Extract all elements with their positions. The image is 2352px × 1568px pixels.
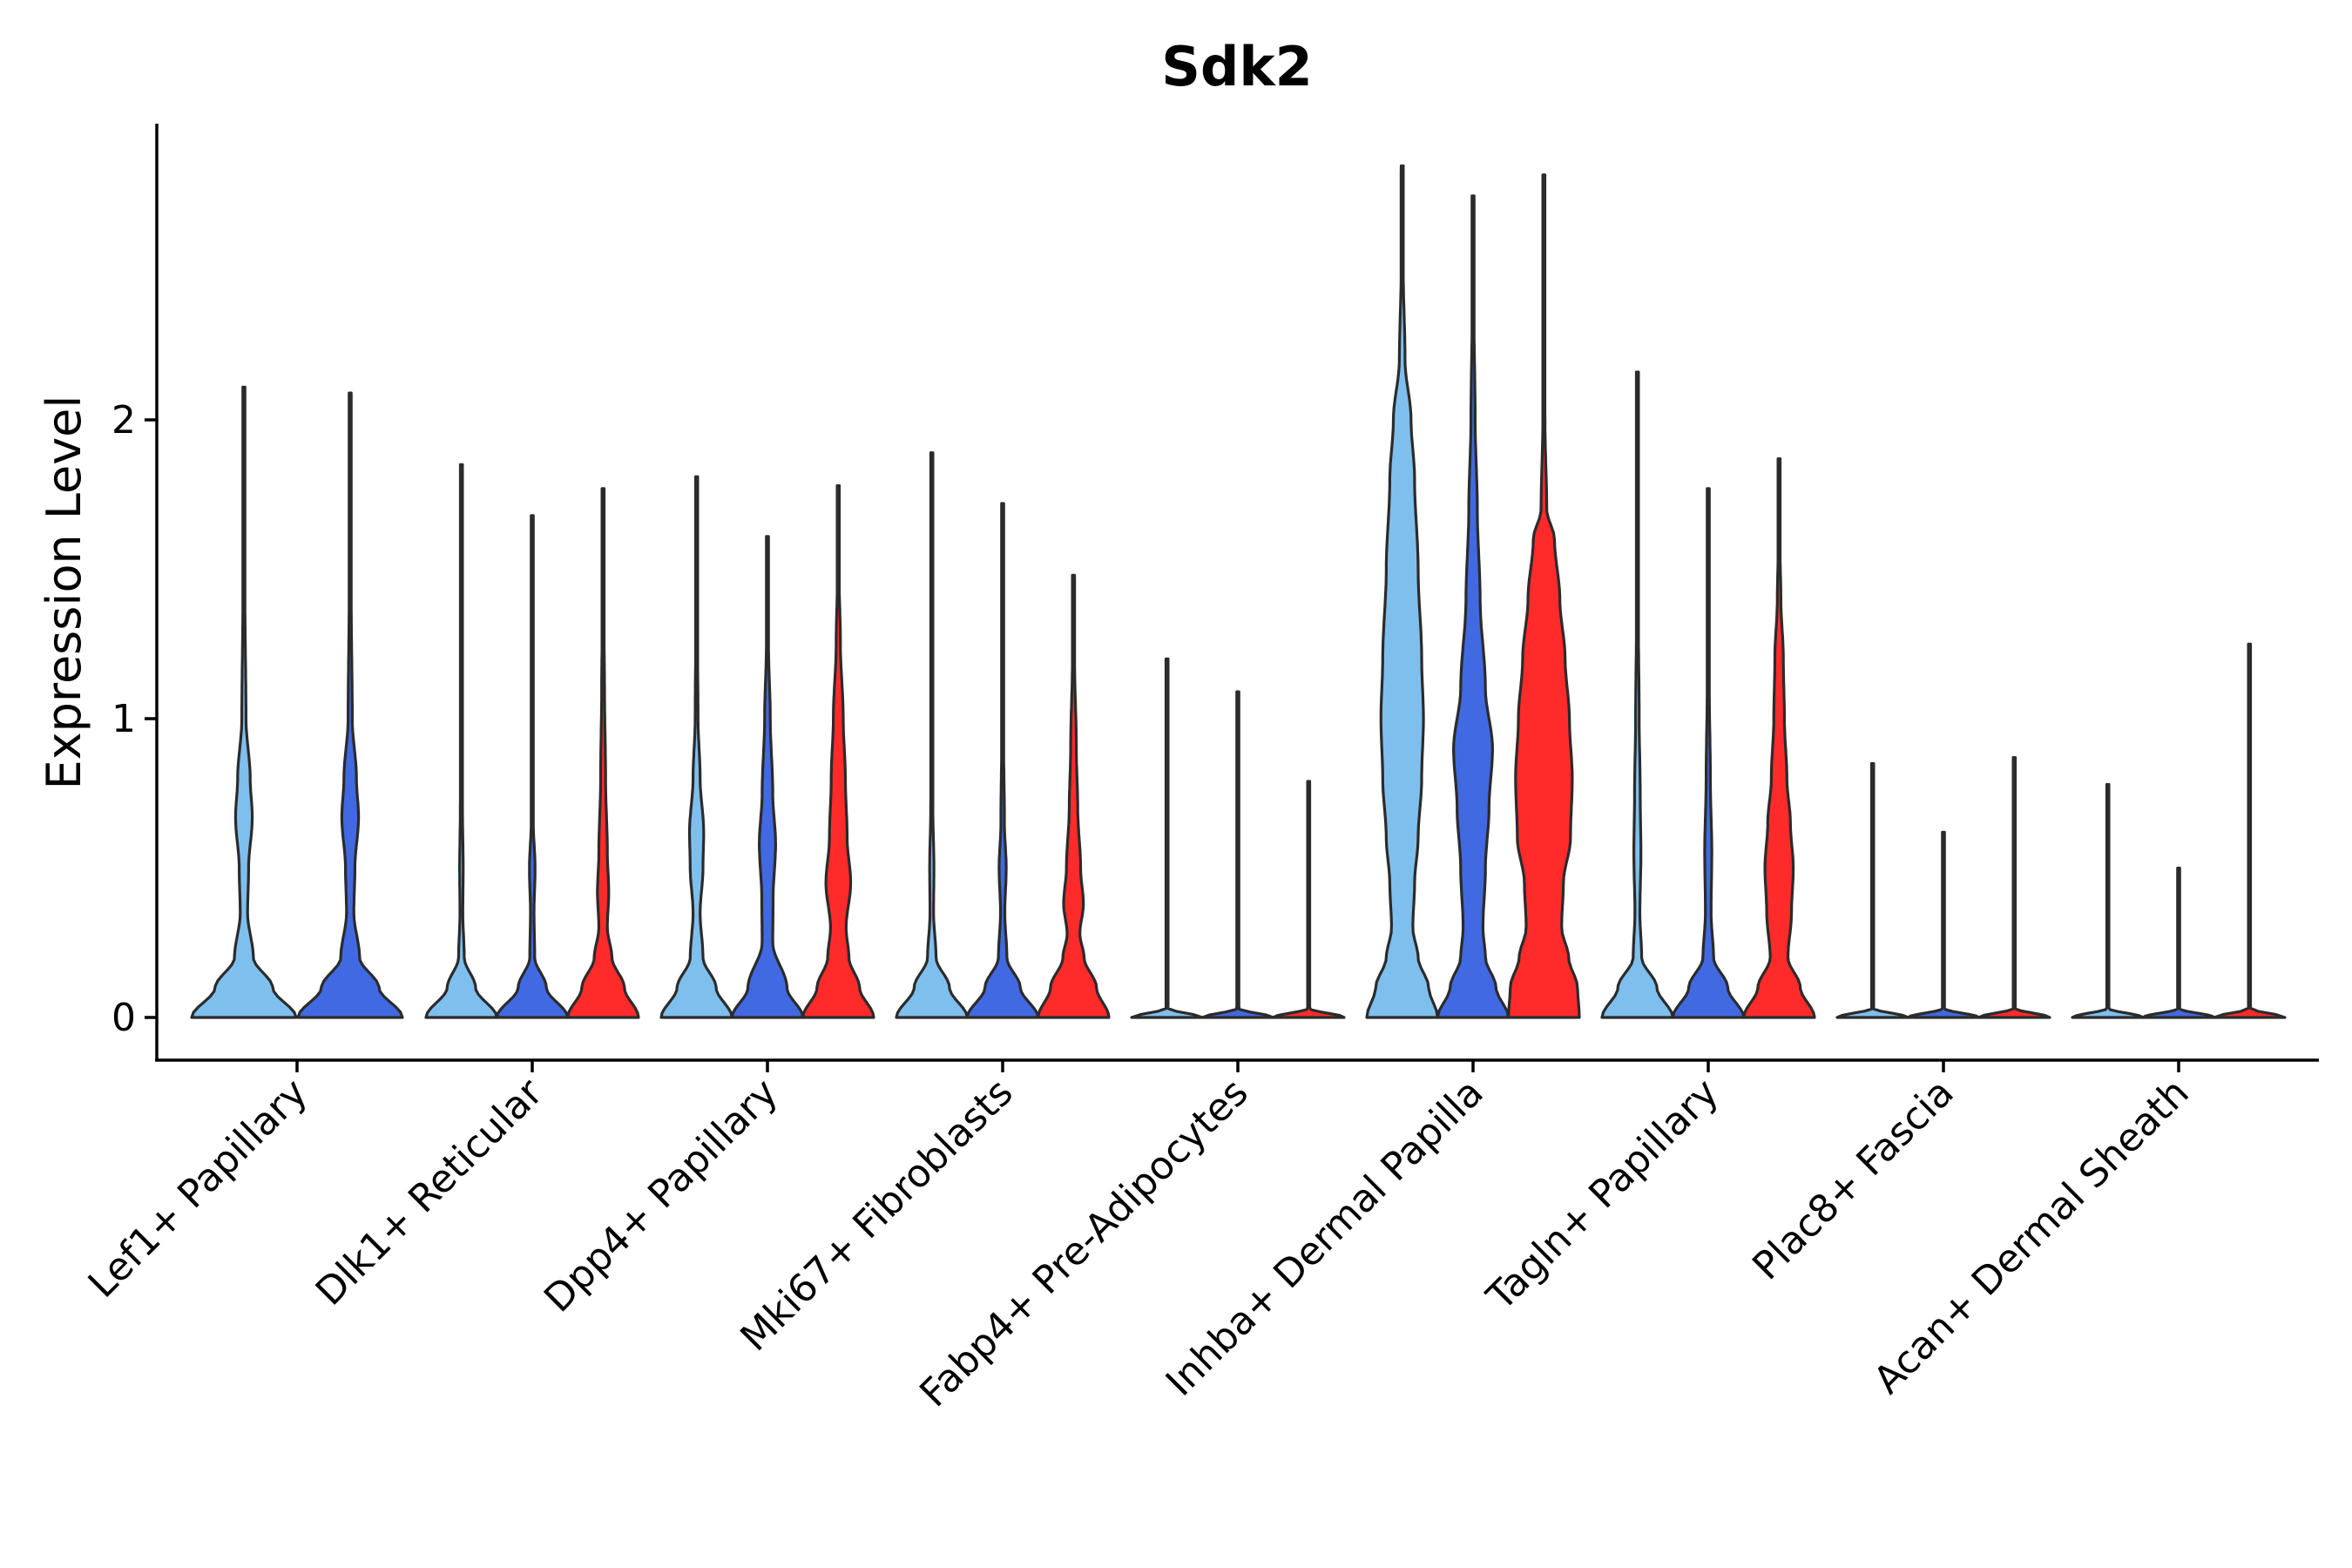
violin-1-2 bbox=[296, 391, 404, 1019]
violin-1-1 bbox=[190, 385, 298, 1019]
violin-3-3 bbox=[801, 483, 875, 1019]
violin-9-3 bbox=[2213, 642, 2287, 1019]
violin-5-2 bbox=[1200, 690, 1275, 1019]
y-tick-label-1: 1 bbox=[112, 697, 136, 741]
violin-6-2 bbox=[1436, 194, 1511, 1019]
violin-7-1 bbox=[1600, 370, 1674, 1019]
violin-5-3 bbox=[1272, 780, 1346, 1019]
violin-8-1 bbox=[1835, 761, 1909, 1019]
violin-9-2 bbox=[2141, 866, 2216, 1019]
violin-6-1 bbox=[1365, 164, 1439, 1019]
violin-2-1 bbox=[424, 463, 498, 1019]
violin-layer bbox=[190, 164, 2287, 1019]
x-category-label-7: Tagln+ Papillary bbox=[1478, 1071, 1727, 1320]
violin-4-1 bbox=[895, 451, 969, 1019]
x-category-label-8: Plac8+ Fascia bbox=[1744, 1071, 1963, 1289]
violin-6-3 bbox=[1507, 173, 1581, 1019]
violin-2-3 bbox=[566, 487, 640, 1019]
violin-4-3 bbox=[1037, 573, 1111, 1019]
violin-8-3 bbox=[1977, 756, 2051, 1019]
violin-7-2 bbox=[1671, 487, 1746, 1019]
x-category-label-2: Dlk1+ Reticular bbox=[308, 1070, 552, 1315]
violin-4-2 bbox=[965, 502, 1040, 1019]
violin-9-1 bbox=[2071, 782, 2145, 1019]
y-axis-label: Expression Level bbox=[37, 395, 91, 790]
violin-3-1 bbox=[659, 475, 733, 1019]
y-tick-label-2: 2 bbox=[112, 398, 136, 443]
x-category-label-1: Lef1+ Papillary bbox=[80, 1071, 316, 1307]
chart-title: Sdk2 bbox=[1161, 35, 1312, 98]
violin-7-3 bbox=[1742, 457, 1816, 1019]
y-tick-label-0: 0 bbox=[112, 996, 136, 1040]
violin-3-2 bbox=[730, 535, 805, 1019]
violin-5-1 bbox=[1130, 657, 1204, 1019]
y-axis-ticks: 0 1 2 bbox=[112, 398, 157, 1040]
violin-8-2 bbox=[1906, 830, 1981, 1019]
x-category-label-3: Dpp4+ Papillary bbox=[536, 1071, 787, 1321]
violin-2-2 bbox=[495, 514, 570, 1019]
